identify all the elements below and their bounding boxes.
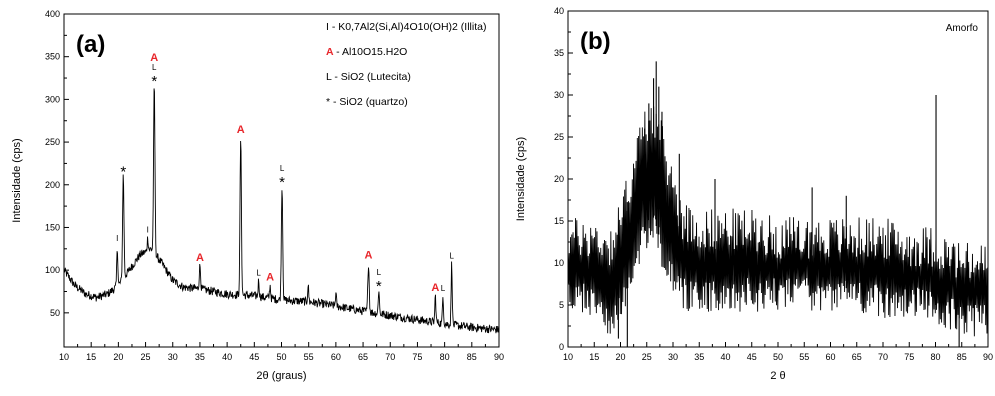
peak-marker: L [152,63,157,72]
peak-marker: L [449,251,454,260]
y-tick-label: 30 [554,90,564,100]
x-tick-label: 45 [747,352,757,362]
peak-marker: * [151,73,157,90]
x-tick-label: 50 [773,352,783,362]
peak-marker: A [365,249,373,261]
x-tick-label: 30 [668,352,678,362]
y-tick-label: 400 [45,9,60,19]
x-tick-label: 15 [589,352,599,362]
x-tick-label: 25 [141,352,151,362]
legend-entry: * - SiO2 (quartzo) [326,96,408,108]
y-tick-label: 150 [45,222,60,232]
x-tick-label: 40 [720,352,730,362]
x-tick-label: 75 [904,352,914,362]
x-tick-label: 85 [957,352,967,362]
legend-entry: L - SiO2 (Lutecita) [326,71,411,83]
y-tick-label: 350 [45,52,60,62]
x-tick-label: 45 [249,352,259,362]
x-tick-label: 20 [615,352,625,362]
x-tick-label: 35 [694,352,704,362]
peak-marker: A [237,124,245,136]
peak-marker: A [266,272,274,284]
peak-marker: * [120,164,126,181]
panel-label-a: (a) [76,31,105,58]
peak-marker: L [441,284,446,293]
legend-entry: A - Al10O15.H2O [326,46,407,58]
x-tick-label: 90 [494,352,504,362]
y-axis-label-a: Intensidade (cps) [11,138,23,222]
x-axis-ticks-b: 10 15 20 25 30 35 40 45 50 55 60 65 70 75 80 85 90 [563,342,993,362]
peak-marker: I [116,234,118,243]
y-tick-label: 25 [554,132,564,142]
y-tick-label: 15 [554,216,564,226]
y-axis-label-b: Intensidade (cps) [515,137,527,221]
diffractogram-a-trace [63,88,500,334]
peak-marker: A [196,252,204,264]
x-tick-label: 70 [385,352,395,362]
y-tick-label: 100 [45,265,60,275]
x-tick-label: 30 [168,352,178,362]
x-tick-label: 55 [799,352,809,362]
peak-marker: * [376,278,382,295]
y-tick-label: 300 [45,94,60,104]
y-tick-label: 5 [559,300,564,310]
x-tick-label: 65 [852,352,862,362]
peak-marker: L [280,164,285,173]
peak-marker: L [256,268,261,277]
series-line-b [567,106,989,337]
y-tick-label: 10 [554,258,564,268]
x-tick-label: 70 [878,352,888,362]
peak-marker: I [147,226,149,235]
x-tick-label: 60 [825,352,835,362]
y-tick-label: 0 [559,342,564,352]
x-tick-label: 20 [113,352,123,362]
x-tick-label: 35 [195,352,205,362]
x-tick-label: 40 [222,352,232,362]
diffractogram-b-trace [567,61,989,347]
x-tick-label: 25 [642,352,652,362]
x-tick-label: 50 [276,352,286,362]
y-axis-ticks-b: 0 5 10 15 20 25 30 35 40 [554,6,573,352]
x-tick-label: 55 [304,352,314,362]
chart-panel-b: 10 15 20 25 30 35 40 45 50 55 60 65 70 75 80 85 90 05101… [515,6,993,382]
x-tick-label: 85 [467,352,477,362]
x-tick-label: 60 [331,352,341,362]
series-line-a [63,88,500,334]
x-tick-label: 80 [440,352,450,362]
y-tick-label: 50 [50,308,60,318]
x-tick-label: 75 [412,352,422,362]
legend-a: I - K0,7Al2(Si,Al)4O10(OH)2 (Illita) A - … [326,21,486,108]
x-axis-label-a: 2θ (graus) [256,370,306,382]
x-tick-label: 10 [59,352,69,362]
x-tick-label: 65 [358,352,368,362]
x-tick-label: 10 [563,352,573,362]
peak-marker: A [431,282,439,294]
y-axis-ticks-a: 50 100 150 200 250 300 350 400 [45,9,69,318]
x-axis-ticks-a: 10 15 20 25 30 35 40 45 50 55 60 65 70 75 80 85 90 [59,342,504,362]
peak-marker: A [150,52,158,64]
x-tick-label: 15 [86,352,96,362]
legend-entry: I - K0,7Al2(Si,Al)4O10(OH)2 (Illita) [326,21,486,33]
peak-marker: * [279,174,285,191]
y-tick-label: 40 [554,6,564,16]
y-tick-label: 35 [554,48,564,58]
peak-marker: L [377,268,382,277]
x-tick-label: 90 [983,352,993,362]
y-tick-label: 200 [45,180,60,190]
panel-label-b: (b) [580,28,611,55]
x-axis-label-b: 2 θ [770,370,785,382]
annotation-amorfo: Amorfo [946,23,979,34]
y-tick-label: 20 [554,174,564,184]
x-tick-label: 80 [930,352,940,362]
y-tick-label: 250 [45,137,60,147]
